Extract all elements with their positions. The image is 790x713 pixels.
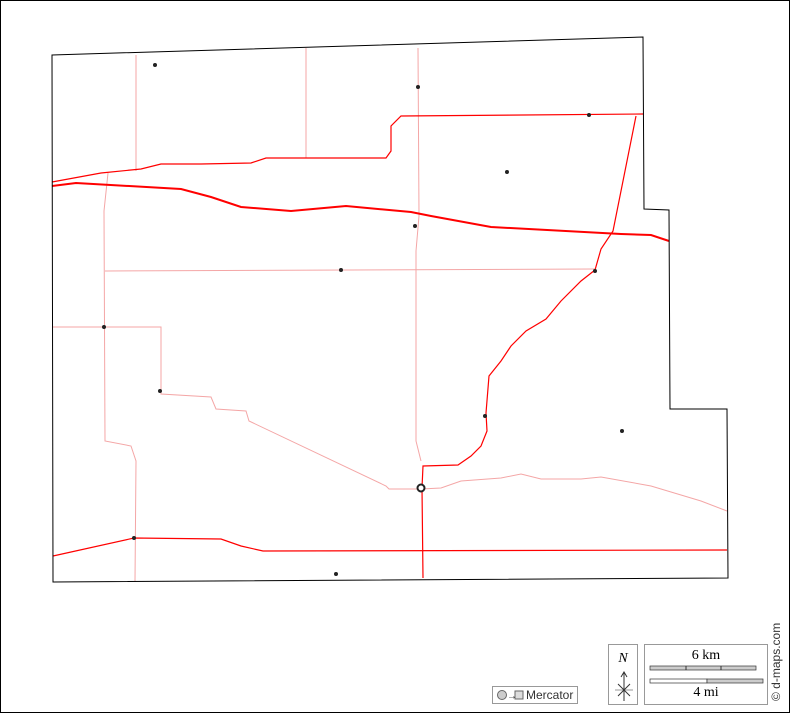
highway [51,113,644,183]
north-arrow: N [608,644,638,705]
scale-mi-label: 4 mi [693,685,719,700]
place-dot[interactable] [153,63,157,67]
place-dot[interactable] [593,269,597,273]
highway [52,537,728,557]
highways [51,113,728,579]
place-dot[interactable] [158,389,162,393]
minor-road [53,326,421,490]
county-boundary [51,36,729,583]
place-dot[interactable] [416,85,420,89]
minor-road [420,473,728,512]
minor-road [103,172,137,582]
compass-icon [615,671,633,701]
minor-road [415,47,422,462]
credit-text: © d-maps.com [769,622,783,701]
place-dot[interactable] [334,572,338,576]
place-dot[interactable] [620,429,624,433]
place-dot[interactable] [483,414,487,418]
projection-label: → Mercator [492,686,578,704]
highway [51,181,670,242]
place-dot[interactable] [413,224,417,228]
county-seat-marker[interactable] [416,483,426,493]
place-dot[interactable] [505,170,509,174]
minor-roads [53,47,728,582]
place-dot[interactable] [587,113,591,117]
north-label: N [618,651,628,666]
scale-km-label: 6 km [691,648,721,663]
scale-bars [649,665,764,684]
place-dot[interactable] [339,268,343,272]
highway [421,115,637,579]
places [102,63,624,576]
place-dot[interactable] [132,536,136,540]
minor-road [104,268,596,272]
svg-text:→: → [507,691,517,701]
projection-name: Mercator [526,688,574,702]
place-dot[interactable] [102,325,106,329]
scale-bar: 6 km 4 mi [644,644,768,705]
circle-to-square-icon: → [497,690,524,701]
